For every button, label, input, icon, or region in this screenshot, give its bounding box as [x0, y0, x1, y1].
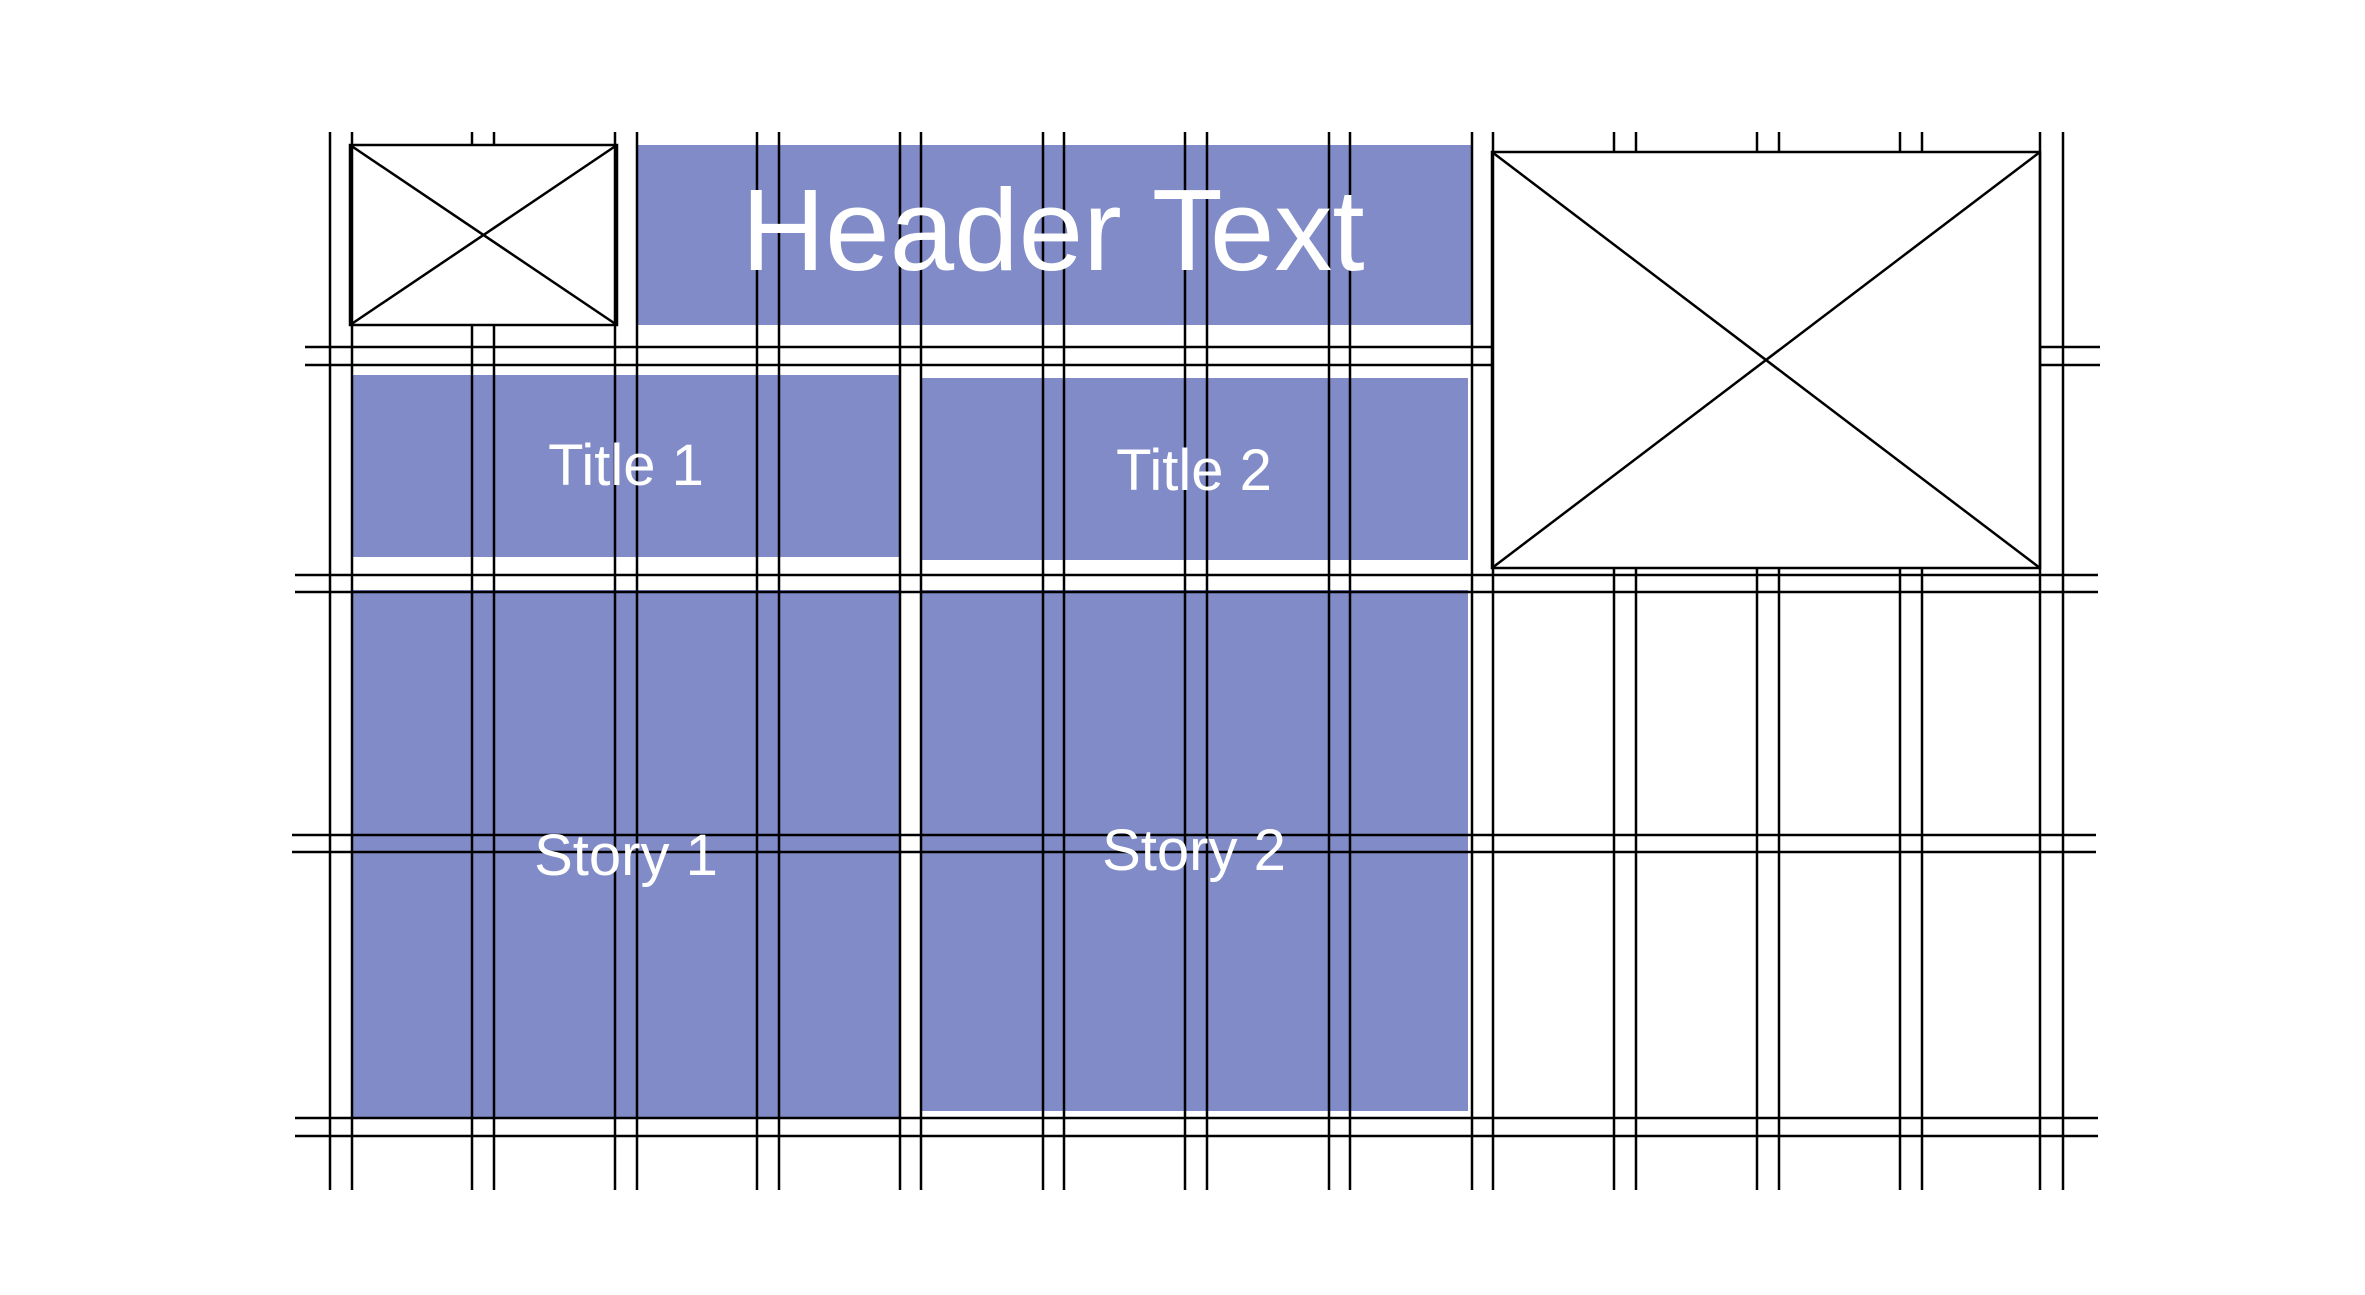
header-block [638, 145, 1472, 325]
image-placeholder-large [1490, 150, 2042, 570]
header-text: Header Text [741, 165, 1364, 295]
image-placeholder-icon [1491, 151, 2041, 569]
story-2-block [921, 590, 1468, 1111]
story-2-text: Story 2 [1102, 818, 1286, 883]
title-2-text: Title 2 [1116, 438, 1272, 503]
story-1-block [352, 590, 900, 1118]
image-placeholder-small [348, 143, 619, 327]
content-blocks [352, 145, 1472, 1118]
title-1-text: Title 1 [548, 433, 704, 498]
story-1-text: Story 1 [534, 823, 718, 888]
title-2-block [921, 378, 1468, 560]
image-placeholder-icon [349, 143, 618, 327]
title-1-block [352, 375, 900, 557]
layout-grid [292, 132, 2100, 1190]
